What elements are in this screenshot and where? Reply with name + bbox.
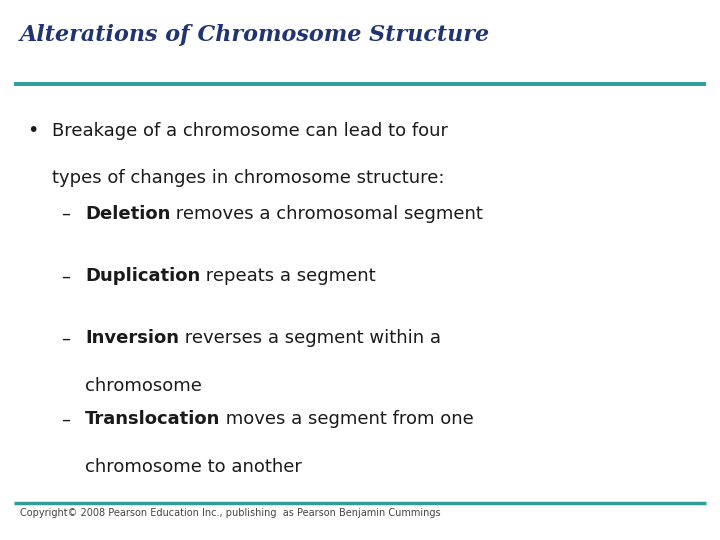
Text: moves a segment from one: moves a segment from one bbox=[220, 410, 474, 428]
Text: –: – bbox=[61, 410, 71, 428]
Text: Breakage of a chromosome can lead to four: Breakage of a chromosome can lead to fou… bbox=[52, 122, 448, 139]
Text: removes a chromosomal segment: removes a chromosomal segment bbox=[171, 205, 483, 223]
Text: –: – bbox=[61, 267, 71, 285]
Text: chromosome to another: chromosome to another bbox=[85, 458, 302, 476]
Text: Alterations of Chromosome Structure: Alterations of Chromosome Structure bbox=[20, 24, 490, 46]
Text: –: – bbox=[61, 329, 71, 347]
Text: –: – bbox=[61, 205, 71, 223]
Text: Duplication: Duplication bbox=[85, 267, 200, 285]
Text: Copyright© 2008 Pearson Education Inc., publishing  as Pearson Benjamin Cummings: Copyright© 2008 Pearson Education Inc., … bbox=[20, 508, 441, 518]
Text: Inversion: Inversion bbox=[85, 329, 179, 347]
Text: chromosome: chromosome bbox=[85, 377, 202, 395]
Text: •: • bbox=[27, 122, 39, 140]
Text: Translocation: Translocation bbox=[85, 410, 220, 428]
Text: repeats a segment: repeats a segment bbox=[200, 267, 376, 285]
Text: types of changes in chromosome structure:: types of changes in chromosome structure… bbox=[52, 169, 444, 187]
Text: reverses a segment within a: reverses a segment within a bbox=[179, 329, 441, 347]
Text: Deletion: Deletion bbox=[85, 205, 171, 223]
